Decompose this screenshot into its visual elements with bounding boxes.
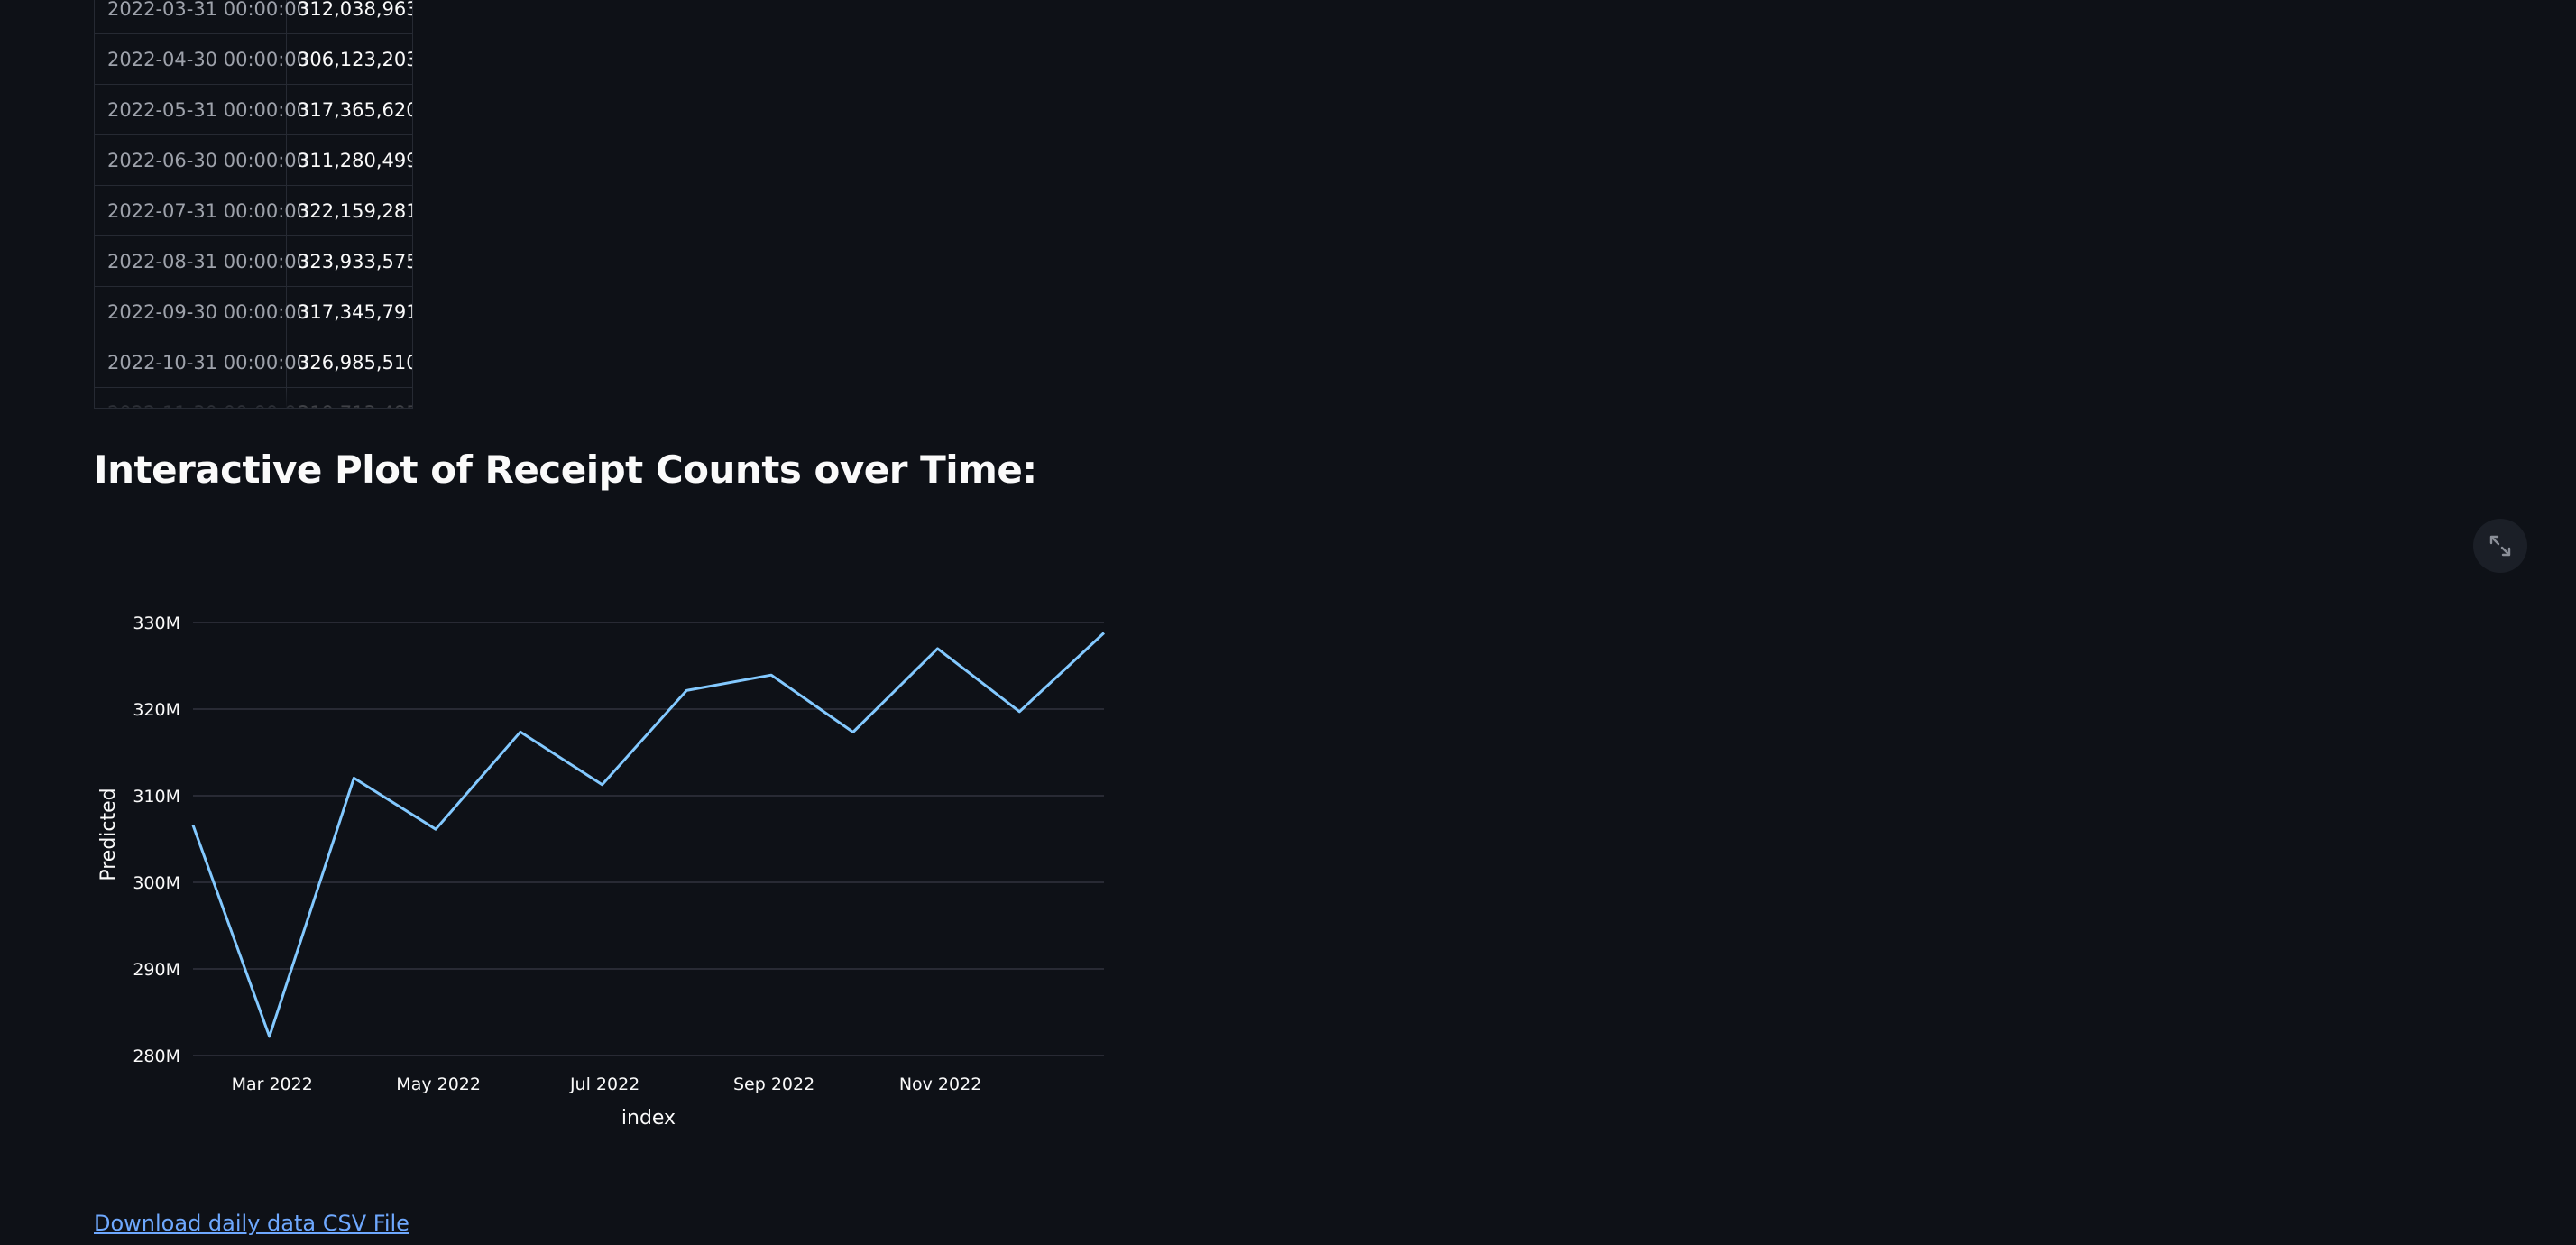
y-axis-ticks: 280M 290M 300M 310M 320M 330M — [133, 613, 180, 1066]
data-point[interactable] — [188, 820, 198, 831]
row-value-cell: 322,159,281 — [298, 200, 413, 222]
table-row[interactable]: 2022-05-31 00:00:00 317,365,620 — [95, 85, 412, 135]
row-index-cell: 2022-09-30 00:00:00 — [95, 287, 308, 337]
row-value-cell: 311,280,499 — [298, 150, 413, 171]
table-row[interactable]: 2022-04-30 00:00:00 306,123,203 — [95, 34, 412, 85]
data-point[interactable] — [430, 824, 441, 835]
x-tick-label: May 2022 — [396, 1074, 481, 1094]
chart-gridlines — [193, 622, 1104, 1056]
series-line[interactable] — [191, 632, 1106, 1038]
data-point[interactable] — [348, 772, 359, 783]
x-tick-label: Jul 2022 — [569, 1074, 639, 1094]
row-index-cell: 2022-03-31 00:00:00 — [95, 0, 308, 33]
y-axis-title: Predicted — [97, 788, 120, 881]
table-row[interactable]: 2022-07-31 00:00:00 322,159,281 — [95, 186, 412, 236]
x-tick-label: Mar 2022 — [232, 1074, 313, 1094]
y-tick-label: 280M — [133, 1047, 180, 1066]
row-value-cell: 317,365,620 — [298, 99, 413, 121]
data-point[interactable] — [681, 685, 692, 696]
row-index-cell: 2022-04-30 00:00:00 — [95, 34, 308, 84]
row-value-cell: 312,038,963 — [298, 0, 413, 20]
row-value-cell: 326,985,510 — [298, 352, 413, 374]
chart-series — [188, 628, 1109, 1042]
y-tick-label: 320M — [133, 700, 180, 720]
row-value-cell: 319,713,495 — [287, 388, 412, 408]
y-tick-label: 300M — [133, 873, 180, 893]
row-index-cell: 2022-07-31 00:00:00 — [95, 186, 308, 235]
table-row[interactable]: 2022-03-31 00:00:00 312,038,963 — [95, 0, 412, 34]
data-point[interactable] — [848, 726, 859, 737]
x-tick-label: Nov 2022 — [899, 1074, 981, 1094]
table-row[interactable]: 2022-06-30 00:00:00 311,280,499 — [95, 135, 412, 186]
row-index-cell: 2022-10-31 00:00:00 — [95, 337, 308, 387]
data-table[interactable]: 2022-03-31 00:00:00 312,038,963 2022-04-30… — [94, 0, 413, 409]
y-tick-label: 310M — [133, 787, 180, 807]
data-point[interactable] — [515, 726, 526, 737]
row-value-cell: 317,345,791 — [298, 301, 413, 323]
row-index-cell: 2022-08-31 00:00:00 — [95, 236, 308, 286]
y-tick-label: 290M — [133, 960, 180, 980]
x-tick-label: Sep 2022 — [733, 1074, 814, 1094]
chart-heading: Interactive Plot of Receipt Counts over … — [94, 447, 1037, 492]
expand-icon — [2489, 535, 2511, 557]
table-row[interactable]: 2022-08-31 00:00:00 323,933,575 — [95, 236, 412, 287]
download-csv-link[interactable]: Download daily data CSV File — [94, 1211, 409, 1236]
data-point[interactable] — [1014, 706, 1025, 717]
row-index-cell: 2022-06-30 00:00:00 — [95, 135, 308, 185]
fullscreen-button[interactable] — [2473, 519, 2527, 573]
data-point[interactable] — [597, 779, 608, 790]
row-index-cell: 2022-05-31 00:00:00 — [95, 85, 308, 134]
table-row[interactable]: 2022-11-30 00:00:00319,713,495 — [95, 388, 412, 408]
row-index-cell: 2022-11-30 00:00:00 — [95, 388, 308, 408]
x-axis-title: index — [621, 1107, 676, 1130]
table-row[interactable]: 2022-10-31 00:00:00 326,985,510 — [95, 337, 412, 388]
y-tick-label: 330M — [133, 613, 180, 633]
line-chart[interactable]: 280M 290M 300M 310M 320M 330M Mar 2022 May 202… — [0, 0, 1173, 1155]
table-row[interactable]: 2022-09-30 00:00:00 317,345,791 — [95, 287, 412, 337]
data-point[interactable] — [264, 1031, 275, 1042]
data-point[interactable] — [933, 643, 943, 654]
data-point[interactable] — [766, 669, 777, 680]
data-point[interactable] — [1099, 628, 1109, 639]
x-axis-ticks: Mar 2022 May 2022 Jul 2022 Sep 2022 Nov 2022 — [232, 1074, 982, 1094]
row-value-cell: 306,123,203 — [298, 49, 413, 70]
row-value-cell: 323,933,575 — [298, 251, 413, 272]
